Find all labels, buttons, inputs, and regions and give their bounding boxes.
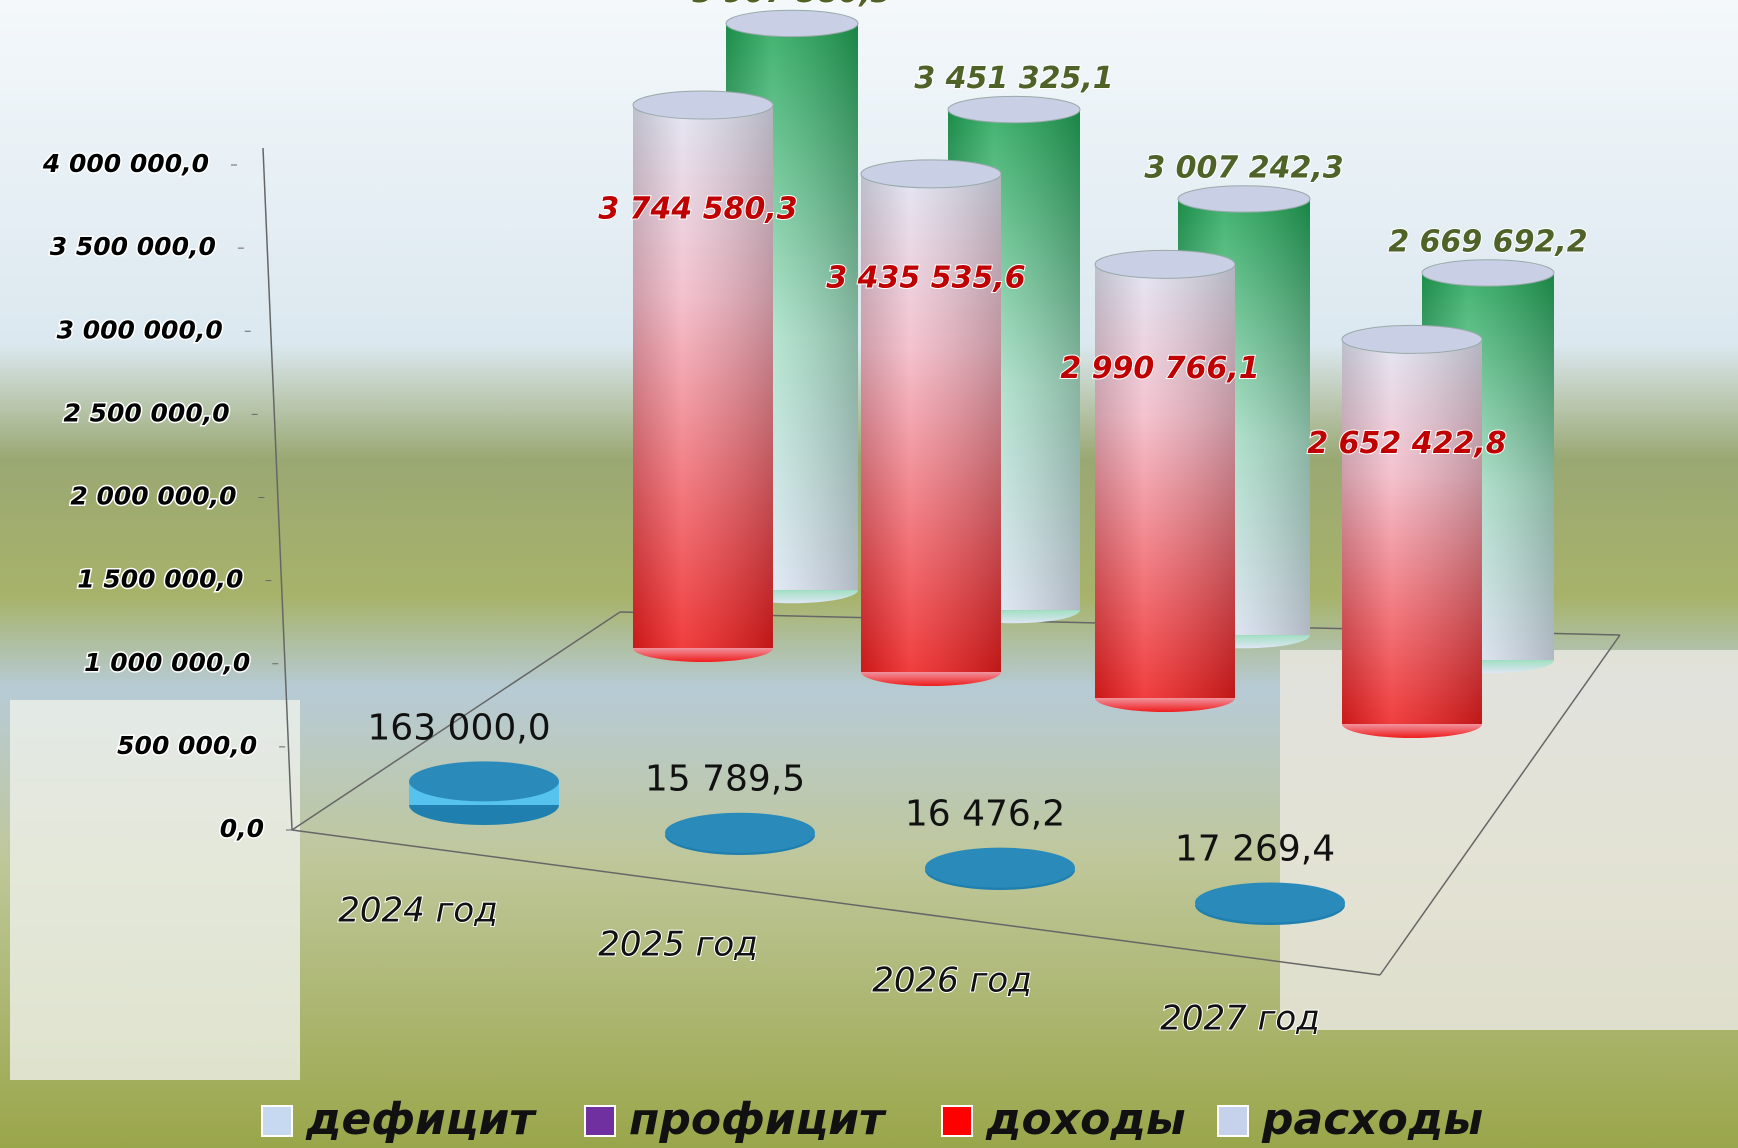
legend-label: профицит [629, 1094, 887, 1145]
cylinder-top [1422, 260, 1554, 286]
bar-shade [1095, 264, 1235, 698]
value-label: 2 652 422,8 [1307, 426, 1506, 461]
value-label: 3 451 325,1 [914, 61, 1113, 96]
cylinder-top [1095, 250, 1235, 278]
y-tick-label: 0,0 [220, 814, 264, 843]
legend-label: дефицит [305, 1094, 537, 1145]
legend-swatch [262, 1106, 292, 1136]
y-tick-label: 1 500 000,0 [77, 565, 243, 594]
bar-shade [633, 105, 773, 648]
legend-swatch [585, 1106, 615, 1136]
y-tick-label: 4 000 000,0 [42, 149, 209, 178]
cylinder-top [726, 10, 858, 36]
value-label: 15 789,5 [645, 759, 805, 800]
cylinder-top [861, 160, 1001, 188]
value-label: 3 907 580,3 [692, 0, 891, 10]
x-tick-label: 2026 год [872, 961, 1032, 1001]
value-label: 163 000,0 [367, 707, 550, 748]
y-tick-label: 500 000,0 [117, 731, 257, 760]
y-tick-label: 2 500 000,0 [64, 398, 230, 427]
disc-top [409, 761, 559, 801]
value-label: 3 435 535,6 [826, 260, 1025, 295]
value-label: 2 990 766,1 [1060, 351, 1259, 386]
legend-swatch [1218, 1106, 1248, 1136]
chart: 0,0 500 000,0 1 000 000,0 1 500 000,0 2 000 … [0, 0, 1738, 1148]
y-tick-label: 2 000 000,0 [70, 482, 236, 511]
disc-top [665, 813, 815, 853]
legend-swatch [942, 1106, 972, 1136]
disc-top [1195, 882, 1345, 922]
disc-top [925, 848, 1075, 888]
x-tick-label: 2027 год [1160, 999, 1320, 1039]
x-tick-label: 2025 год [598, 925, 758, 965]
cylinder-top [948, 96, 1080, 122]
cylinder-top [1342, 325, 1482, 353]
cylinder-top [1178, 186, 1310, 212]
cylinder-top [633, 91, 773, 119]
value-label: 17 269,4 [1175, 828, 1335, 869]
value-label: 3 744 580,3 [598, 192, 797, 227]
bar-shade [1342, 339, 1482, 724]
legend-label: расходы [1261, 1094, 1483, 1145]
legend-label: доходы [985, 1094, 1186, 1145]
y-tick-label: 3 500 000,0 [50, 232, 216, 261]
value-label: 16 476,2 [905, 794, 1065, 835]
bar-shade [861, 174, 1001, 672]
value-label: 3 007 242,3 [1144, 150, 1343, 185]
y-tick-label: 3 000 000,0 [57, 315, 223, 344]
value-label: 2 669 692,2 [1388, 224, 1587, 259]
y-tick-label: 1 000 000,0 [84, 648, 250, 677]
x-tick-label: 2024 год [338, 891, 498, 931]
